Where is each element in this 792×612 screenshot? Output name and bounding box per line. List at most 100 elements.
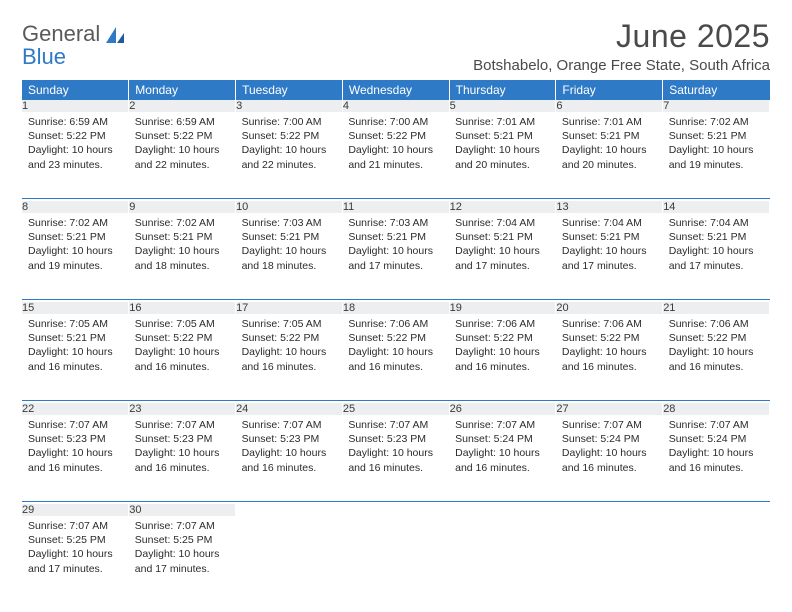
- day-number: 1: [22, 100, 129, 112]
- weekday-row: SundayMondayTuesdayWednesdayThursdayFrid…: [22, 80, 770, 100]
- day-details: Sunrise: 7:07 AMSunset: 5:25 PMDaylight:…: [22, 516, 129, 582]
- sunset-line: Sunset: 5:25 PM: [135, 533, 230, 547]
- day-cell: Sunrise: 7:01 AMSunset: 5:21 PMDaylight:…: [556, 112, 663, 198]
- day-cell: Sunrise: 7:07 AMSunset: 5:24 PMDaylight:…: [663, 415, 770, 501]
- sunrise-line: Sunrise: 7:02 AM: [669, 115, 764, 129]
- day-details: Sunrise: 7:07 AMSunset: 5:23 PMDaylight:…: [342, 415, 449, 481]
- sunset-line: Sunset: 5:23 PM: [242, 432, 337, 446]
- sunset-line: Sunset: 5:23 PM: [28, 432, 123, 446]
- sunset-line: Sunset: 5:21 PM: [28, 230, 123, 244]
- sunrise-line: Sunrise: 7:07 AM: [135, 418, 230, 432]
- sunset-line: Sunset: 5:23 PM: [348, 432, 443, 446]
- sunrise-line: Sunrise: 7:00 AM: [348, 115, 443, 129]
- calendar-body: 1234567Sunrise: 6:59 AMSunset: 5:22 PMDa…: [22, 100, 770, 602]
- daylight-line: Daylight: 10 hours and 16 minutes.: [135, 446, 230, 474]
- daylight-line: Daylight: 10 hours and 20 minutes.: [455, 143, 550, 171]
- daylight-line: Daylight: 10 hours and 17 minutes.: [669, 244, 764, 272]
- sunrise-line: Sunrise: 7:07 AM: [28, 519, 123, 533]
- weekday-header: Saturday: [663, 80, 770, 100]
- daylight-line: Daylight: 10 hours and 18 minutes.: [135, 244, 230, 272]
- sunset-line: Sunset: 5:21 PM: [562, 230, 657, 244]
- day-details: Sunrise: 7:04 AMSunset: 5:21 PMDaylight:…: [449, 213, 556, 279]
- day-details: Sunrise: 7:00 AMSunset: 5:22 PMDaylight:…: [236, 112, 343, 178]
- sunrise-line: Sunrise: 7:02 AM: [135, 216, 230, 230]
- day-number: 23: [129, 403, 236, 415]
- day-cell: Sunrise: 7:00 AMSunset: 5:22 PMDaylight:…: [342, 112, 449, 198]
- day-cell: Sunrise: 6:59 AMSunset: 5:22 PMDaylight:…: [129, 112, 236, 198]
- day-details: Sunrise: 7:01 AMSunset: 5:21 PMDaylight:…: [449, 112, 556, 178]
- day-number: 10: [236, 201, 343, 213]
- sunset-line: Sunset: 5:21 PM: [135, 230, 230, 244]
- day-number: 4: [342, 100, 449, 112]
- sunrise-line: Sunrise: 7:07 AM: [242, 418, 337, 432]
- day-details: Sunrise: 7:07 AMSunset: 5:24 PMDaylight:…: [663, 415, 770, 481]
- day-cell: Sunrise: 7:07 AMSunset: 5:24 PMDaylight:…: [556, 415, 663, 501]
- day-number: 15: [22, 302, 129, 314]
- day-number: 22: [22, 403, 129, 415]
- day-cell: Sunrise: 7:05 AMSunset: 5:22 PMDaylight:…: [236, 314, 343, 400]
- day-details: Sunrise: 7:06 AMSunset: 5:22 PMDaylight:…: [449, 314, 556, 380]
- daylight-line: Daylight: 10 hours and 23 minutes.: [28, 143, 123, 171]
- daynum-row: 891011121314: [22, 201, 770, 213]
- day-number: 12: [449, 201, 556, 213]
- day-cell: Sunrise: 7:07 AMSunset: 5:23 PMDaylight:…: [129, 415, 236, 501]
- day-cell: Sunrise: 6:59 AMSunset: 5:22 PMDaylight:…: [22, 112, 129, 198]
- day-number: 26: [449, 403, 556, 415]
- sunrise-line: Sunrise: 6:59 AM: [28, 115, 123, 129]
- day-number: 7: [663, 100, 770, 112]
- sunrise-line: Sunrise: 7:07 AM: [669, 418, 764, 432]
- day-cell: Sunrise: 7:02 AMSunset: 5:21 PMDaylight:…: [663, 112, 770, 198]
- sunrise-line: Sunrise: 7:03 AM: [242, 216, 337, 230]
- brand-text: General Blue: [22, 22, 100, 68]
- sunrise-line: Sunrise: 7:06 AM: [562, 317, 657, 331]
- day-number: 14: [663, 201, 770, 213]
- sunrise-line: Sunrise: 7:06 AM: [455, 317, 550, 331]
- day-cell: Sunrise: 7:01 AMSunset: 5:21 PMDaylight:…: [449, 112, 556, 198]
- sunset-line: Sunset: 5:21 PM: [28, 331, 123, 345]
- day-number: 20: [556, 302, 663, 314]
- day-details: Sunrise: 7:00 AMSunset: 5:22 PMDaylight:…: [342, 112, 449, 178]
- day-number: 17: [236, 302, 343, 314]
- calendar-table: SundayMondayTuesdayWednesdayThursdayFrid…: [22, 80, 770, 602]
- sunrise-line: Sunrise: 7:05 AM: [28, 317, 123, 331]
- calendar-head: SundayMondayTuesdayWednesdayThursdayFrid…: [22, 80, 770, 100]
- sunrise-line: Sunrise: 7:04 AM: [455, 216, 550, 230]
- daylight-line: Daylight: 10 hours and 16 minutes.: [455, 345, 550, 373]
- sunrise-line: Sunrise: 7:02 AM: [28, 216, 123, 230]
- day-cell-empty: [449, 516, 556, 602]
- day-details: Sunrise: 6:59 AMSunset: 5:22 PMDaylight:…: [129, 112, 236, 178]
- sunset-line: Sunset: 5:21 PM: [455, 129, 550, 143]
- day-cell: Sunrise: 7:07 AMSunset: 5:23 PMDaylight:…: [342, 415, 449, 501]
- daylight-line: Daylight: 10 hours and 16 minutes.: [28, 446, 123, 474]
- day-cell-empty: [556, 516, 663, 602]
- daylight-line: Daylight: 10 hours and 16 minutes.: [135, 345, 230, 373]
- sunrise-line: Sunrise: 7:05 AM: [242, 317, 337, 331]
- daynum-row: 22232425262728: [22, 403, 770, 415]
- day-number: 24: [236, 403, 343, 415]
- sunset-line: Sunset: 5:22 PM: [348, 331, 443, 345]
- daylight-line: Daylight: 10 hours and 22 minutes.: [135, 143, 230, 171]
- daylight-line: Daylight: 10 hours and 17 minutes.: [455, 244, 550, 272]
- weekday-header: Thursday: [449, 80, 556, 100]
- daylight-line: Daylight: 10 hours and 16 minutes.: [562, 446, 657, 474]
- sunrise-line: Sunrise: 6:59 AM: [135, 115, 230, 129]
- day-number: 30: [129, 504, 236, 516]
- sunrise-line: Sunrise: 7:07 AM: [348, 418, 443, 432]
- daylight-line: Daylight: 10 hours and 20 minutes.: [562, 143, 657, 171]
- sunset-line: Sunset: 5:22 PM: [669, 331, 764, 345]
- day-content-row: Sunrise: 7:07 AMSunset: 5:23 PMDaylight:…: [22, 415, 770, 501]
- sunset-line: Sunset: 5:24 PM: [669, 432, 764, 446]
- day-number: 25: [342, 403, 449, 415]
- sunrise-line: Sunrise: 7:07 AM: [28, 418, 123, 432]
- weekday-header: Monday: [129, 80, 236, 100]
- daylight-line: Daylight: 10 hours and 16 minutes.: [242, 345, 337, 373]
- day-details: Sunrise: 7:02 AMSunset: 5:21 PMDaylight:…: [22, 213, 129, 279]
- daylight-line: Daylight: 10 hours and 18 minutes.: [242, 244, 337, 272]
- weekday-header: Sunday: [22, 80, 129, 100]
- day-number: 3: [236, 100, 343, 112]
- sunset-line: Sunset: 5:25 PM: [28, 533, 123, 547]
- day-details: Sunrise: 7:07 AMSunset: 5:25 PMDaylight:…: [129, 516, 236, 582]
- day-details: Sunrise: 7:03 AMSunset: 5:21 PMDaylight:…: [342, 213, 449, 279]
- sunrise-line: Sunrise: 7:05 AM: [135, 317, 230, 331]
- day-number: 16: [129, 302, 236, 314]
